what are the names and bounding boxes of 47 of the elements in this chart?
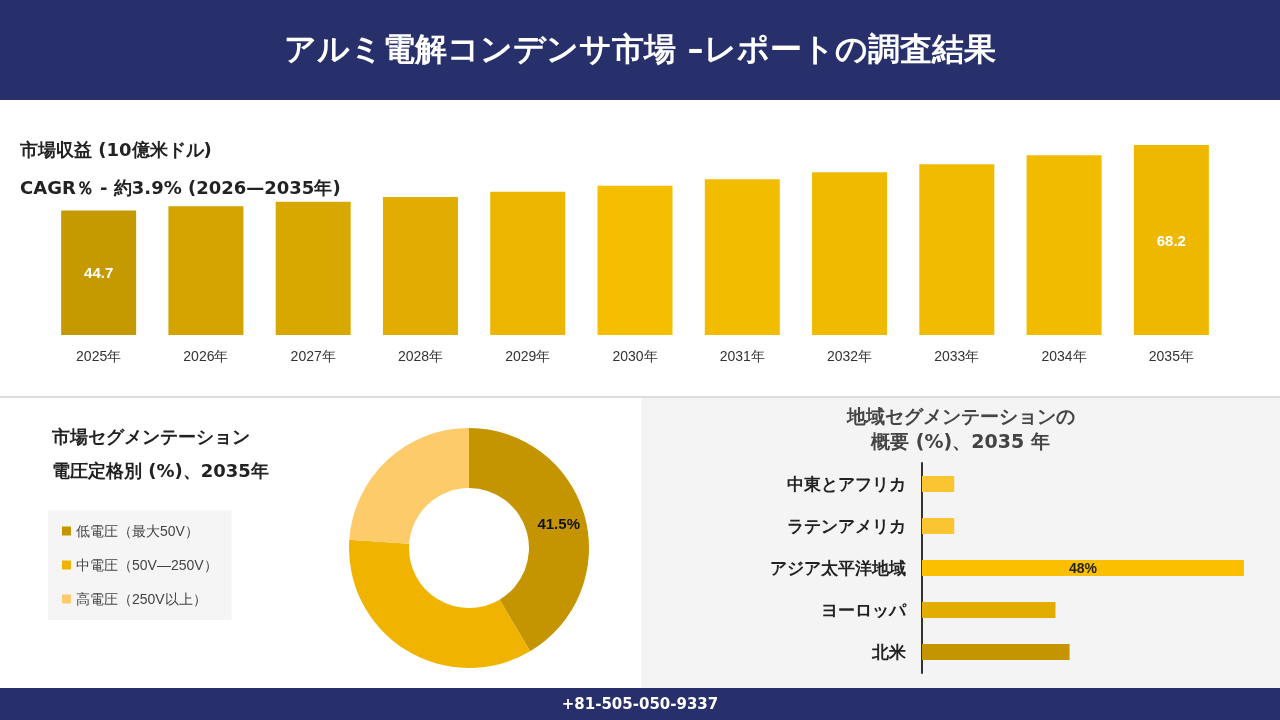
bar [597,185,673,335]
x-tick-label: 2032年 [826,348,873,364]
bar [922,518,955,534]
bar [922,476,955,492]
chart-title: アルミ電解コンデンサ市場 –レポートの調査結果 [0,0,1280,100]
data-label: 48% [1068,560,1098,576]
bar [1026,155,1102,335]
y-tick-label: 中東とアフリカ [787,474,906,494]
x-tick-label: 2030年 [612,348,658,364]
bar [1133,145,1209,335]
x-tick-label: 2031年 [719,348,765,364]
legend-label: 低電圧（最大50V） [76,523,199,539]
text: CAGR％ - 約3.9% (2026—2035年) [20,176,341,200]
x-tick-label: 2034年 [1041,348,1087,364]
text: 電圧定格別 (%)、2035年 [52,459,269,483]
bar [919,164,995,335]
bar [922,560,1244,576]
chart-subtitle: 概要 (%)、2035 年 [869,429,1051,454]
y-axis-title: 市場収益 (10億米ドル) [20,138,212,162]
bar [922,644,1070,660]
x-tick-label: 2029年 [505,348,551,364]
chart-title: 地域セグメンテーションの [845,404,1076,429]
x-tick-label: 2026年 [183,348,229,364]
x-tick-label: 2035年 [1148,348,1194,364]
y-tick-label: 北米 [871,642,907,662]
chart-title: 市場セグメンテーション [52,425,250,449]
bar [922,602,1056,618]
x-tick-label: 2028年 [397,348,444,364]
bar [168,206,244,335]
x-tick-label: 2033年 [934,348,980,364]
bar [812,172,888,335]
x-tick-label: 2027年 [290,348,336,364]
y-tick-label: ヨーロッパ [821,600,907,620]
data-label: 41.5% [537,514,580,532]
data-label: 44.7 [84,264,114,282]
bar [275,201,351,335]
y-tick-label: ラテンアメリカ [787,516,906,536]
text: +81-505-050-9337 [0,688,1280,720]
data-label: 68.2 [1156,231,1186,249]
bar [382,197,458,335]
x-tick-label: 2025年 [76,348,122,364]
y-tick-label: アジア太平洋地域 [770,558,906,578]
legend-label: 中電圧（50V—250V） [76,557,218,573]
bar [61,210,137,335]
bar [704,179,780,335]
bar [490,191,566,335]
legend-label: 高電圧（250V以上） [76,591,207,607]
